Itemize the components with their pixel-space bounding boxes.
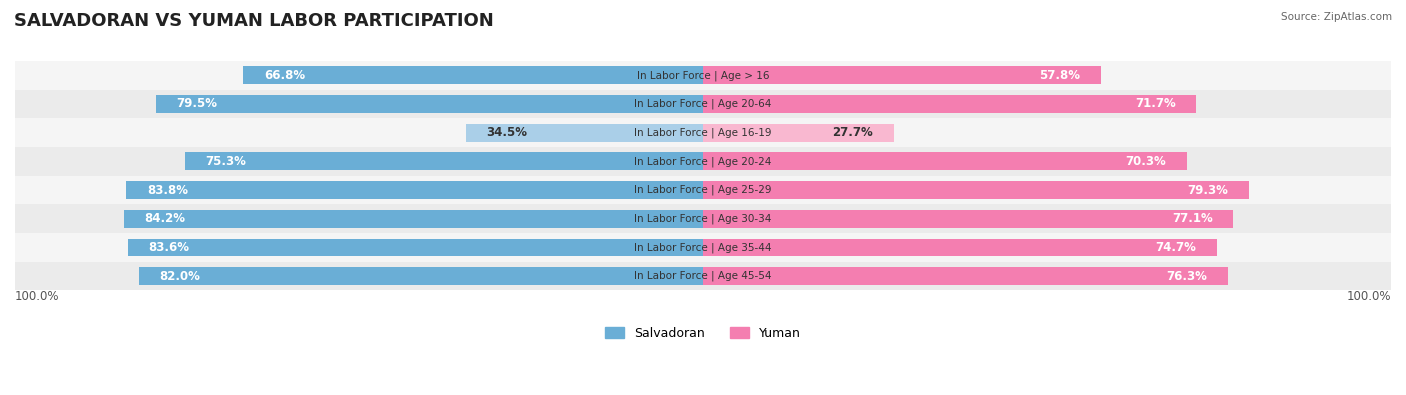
Bar (15, 147, 1391, 176)
Bar (243, 66, 703, 84)
Text: SALVADORAN VS YUMAN LABOR PARTICIPATION: SALVADORAN VS YUMAN LABOR PARTICIPATION (14, 12, 494, 30)
Bar (15, 262, 1391, 290)
Bar (703, 152, 1187, 170)
Bar (703, 239, 1218, 256)
Text: In Labor Force | Age 20-64: In Labor Force | Age 20-64 (634, 99, 772, 109)
Text: In Labor Force | Age 30-34: In Labor Force | Age 30-34 (634, 213, 772, 224)
Text: 76.3%: 76.3% (1167, 270, 1208, 282)
Text: In Labor Force | Age 45-54: In Labor Force | Age 45-54 (634, 271, 772, 281)
Text: 75.3%: 75.3% (205, 155, 246, 168)
Text: 34.5%: 34.5% (486, 126, 527, 139)
Text: 82.0%: 82.0% (159, 270, 200, 282)
Bar (15, 233, 1391, 262)
Legend: Salvadoran, Yuman: Salvadoran, Yuman (600, 322, 806, 345)
Bar (186, 152, 703, 170)
Text: 83.8%: 83.8% (148, 184, 188, 197)
Text: 79.5%: 79.5% (177, 98, 218, 111)
Text: 83.6%: 83.6% (149, 241, 190, 254)
Text: 84.2%: 84.2% (145, 212, 186, 225)
Bar (703, 181, 1249, 199)
Bar (15, 176, 1391, 204)
Bar (127, 181, 703, 199)
Text: 100.0%: 100.0% (15, 290, 59, 303)
Bar (15, 204, 1391, 233)
Bar (703, 95, 1197, 113)
Bar (703, 267, 1227, 285)
Text: 70.3%: 70.3% (1125, 155, 1166, 168)
Text: 77.1%: 77.1% (1173, 212, 1213, 225)
Bar (703, 210, 1233, 228)
Text: 66.8%: 66.8% (264, 69, 305, 82)
Text: 27.7%: 27.7% (832, 126, 873, 139)
Text: Source: ZipAtlas.com: Source: ZipAtlas.com (1281, 12, 1392, 22)
Text: 71.7%: 71.7% (1135, 98, 1175, 111)
Text: In Labor Force | Age 25-29: In Labor Force | Age 25-29 (634, 185, 772, 195)
Text: In Labor Force | Age 20-24: In Labor Force | Age 20-24 (634, 156, 772, 167)
Text: 100.0%: 100.0% (1347, 290, 1391, 303)
Text: In Labor Force | Age 35-44: In Labor Force | Age 35-44 (634, 242, 772, 253)
Bar (703, 66, 1101, 84)
Text: 74.7%: 74.7% (1156, 241, 1197, 254)
Bar (156, 95, 703, 113)
Text: In Labor Force | Age 16-19: In Labor Force | Age 16-19 (634, 128, 772, 138)
Bar (15, 118, 1391, 147)
Bar (15, 90, 1391, 118)
Bar (124, 210, 703, 228)
Bar (703, 124, 894, 141)
Text: 57.8%: 57.8% (1039, 69, 1080, 82)
Bar (128, 239, 703, 256)
Bar (465, 124, 703, 141)
Bar (15, 61, 1391, 90)
Bar (139, 267, 703, 285)
Text: In Labor Force | Age > 16: In Labor Force | Age > 16 (637, 70, 769, 81)
Text: 79.3%: 79.3% (1187, 184, 1227, 197)
